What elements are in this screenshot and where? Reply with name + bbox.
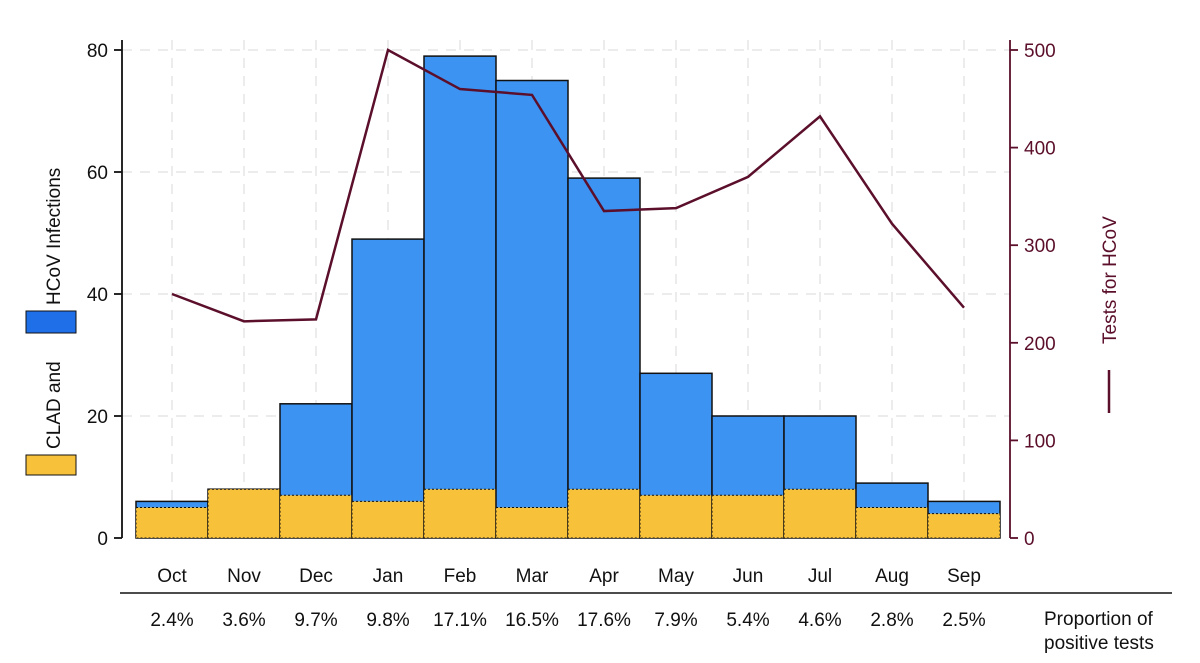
proportion-feb: 17.1% (433, 610, 487, 631)
x-tick-label-apr: Apr (589, 566, 619, 587)
legend-swatch-yellow (25, 454, 77, 476)
x-tick-label-aug: Aug (875, 566, 909, 587)
proportion-may: 7.9% (654, 610, 697, 631)
tests-line (171, 48, 965, 323)
right-tick-label: 100 (1024, 431, 1056, 452)
bar-clad-aug (855, 507, 929, 539)
left-tick-label: 80 (87, 41, 108, 62)
left-tick-label: 20 (87, 407, 108, 428)
right-tick-label: 400 (1024, 139, 1056, 160)
bar-hcov-feb (423, 55, 497, 539)
right-tick-label: 500 (1024, 41, 1056, 62)
bar-clad-nov (207, 488, 281, 539)
left-tick-label: 40 (87, 285, 108, 306)
x-tick-label-dec: Dec (299, 566, 333, 587)
bars (135, 55, 1001, 539)
bar-clad-may (639, 494, 713, 539)
tests-polyline (171, 48, 965, 323)
bar-clad-dec (279, 494, 353, 539)
proportion-sep: 2.5% (942, 610, 985, 631)
left-tick-label: 60 (87, 163, 108, 184)
bar-hcov-mar (495, 79, 569, 539)
proportion-mar: 16.5% (505, 610, 559, 631)
x-tick-label-jun: Jun (733, 566, 764, 587)
x-tick-label-may: May (658, 566, 694, 587)
x-tick-label-jan: Jan (373, 566, 404, 587)
x-tick-label-oct: Oct (157, 566, 187, 587)
proportion-labels: 2.4% 3.6% 9.7% 9.8% 17.1% 16.5% 17.6% 7.9% 5.4% 4… (150, 610, 985, 631)
x-tick-label-jul: Jul (808, 566, 832, 587)
bar-clad-sep (927, 513, 1001, 539)
bar-hcov-apr (567, 177, 641, 539)
bar-clad-jun (711, 494, 785, 539)
proportion-apr: 17.6% (577, 610, 631, 631)
bar-clad-jan (351, 500, 425, 539)
proportion-label-line2: positive tests (1044, 633, 1154, 654)
legend-label-top: HCoV Infections (44, 168, 65, 305)
proportion-jul: 4.6% (798, 610, 841, 631)
legend: CLAD and HCoV Infections Tests for HCoV (25, 168, 1121, 476)
right-tick-label: 300 (1024, 236, 1056, 257)
proportion-aug: 2.8% (870, 610, 913, 631)
left-tick-label: 0 (97, 529, 108, 550)
proportion-jun: 5.4% (726, 610, 769, 631)
proportion-nov: 3.6% (222, 610, 265, 631)
bar-clad-oct (135, 507, 209, 539)
proportion-jan: 9.8% (366, 610, 409, 631)
axes: 0 20 40 60 80 0 100 200 300 400 500 (87, 40, 1056, 550)
x-tick-label-nov: Nov (227, 566, 261, 587)
bar-clad-jul (783, 488, 857, 539)
right-tick-label: 200 (1024, 334, 1056, 355)
bar-clad-feb (423, 488, 497, 539)
bar-clad-apr (567, 488, 641, 539)
right-axis-label: Tests for HCoV (1100, 216, 1121, 344)
x-tick-labels: Oct Nov Dec Jan Feb Mar Apr May Jun Jul Aug Sep (157, 566, 981, 587)
proportion-dec: 9.7% (294, 610, 337, 631)
x-tick-label-mar: Mar (516, 566, 549, 587)
right-tick-label: 0 (1024, 529, 1035, 550)
proportion-label-line1: Proportion of (1044, 609, 1154, 630)
legend-swatch-blue (25, 310, 77, 334)
x-tick-label-sep: Sep (947, 566, 981, 587)
legend-label-bottom: CLAD and (44, 361, 65, 449)
x-tick-label-feb: Feb (444, 566, 477, 587)
bar-hcov-jan (351, 238, 425, 539)
proportion-oct: 2.4% (150, 610, 193, 631)
bar-clad-mar (495, 507, 569, 539)
